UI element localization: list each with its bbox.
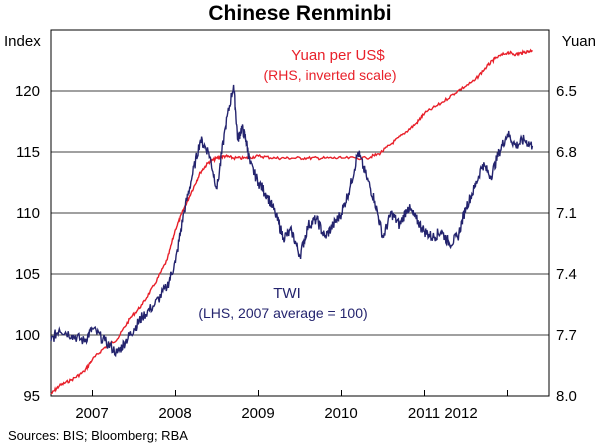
x-tick-label: 2010 [324, 405, 357, 422]
left-tick-label: 110 [16, 205, 40, 222]
left-axis-label: Index [4, 33, 41, 50]
right-axis-label: Yuan [562, 33, 596, 50]
right-tick-label: 7.1 [556, 205, 577, 222]
twi-series-annotation: (LHS, 2007 average = 100) [198, 305, 367, 321]
x-tick-label: 2008 [158, 405, 191, 422]
chart-title: Chinese Renminbi [208, 2, 391, 25]
grid [51, 90, 549, 336]
left-tick-label: 115 [16, 144, 40, 161]
x-tick-marks [92, 390, 508, 396]
right-tick-labels: 8.0 7.7 7.4 7.1 6.8 6.5 [556, 83, 577, 405]
right-tick-label: 7.4 [556, 266, 577, 283]
right-tick-label: 7.7 [556, 327, 577, 344]
source-note: Sources: BIS; Bloomberg; RBA [8, 428, 188, 443]
x-tick-label: 2011 [408, 405, 440, 422]
x-tick-label: 2007 [75, 405, 108, 422]
left-tick-labels: 95 100 105 110 115 120 [15, 83, 40, 405]
series-line-yuan [50, 48, 533, 395]
plot-frame [50, 29, 550, 397]
right-tick-label: 6.8 [556, 144, 577, 161]
left-tick-label: 105 [15, 266, 40, 283]
right-tick-label: 8.0 [556, 388, 577, 405]
x-tick-labels: 2007 2008 2009 2010 2011 2012 [75, 405, 477, 422]
left-tick-label: 120 [15, 83, 40, 100]
right-tick-label: 6.5 [556, 83, 577, 100]
left-tick-label: 95 [23, 388, 40, 405]
series-line-twi [50, 84, 534, 358]
left-tick-label: 100 [15, 327, 40, 344]
twi-series-label: TWI [273, 285, 301, 302]
x-tick-label: 2012 [444, 405, 477, 422]
yuan-series-annotation: (RHS, inverted scale) [263, 67, 396, 83]
x-tick-label: 2009 [241, 405, 274, 422]
yuan-series-label: Yuan per US$ [291, 47, 385, 64]
